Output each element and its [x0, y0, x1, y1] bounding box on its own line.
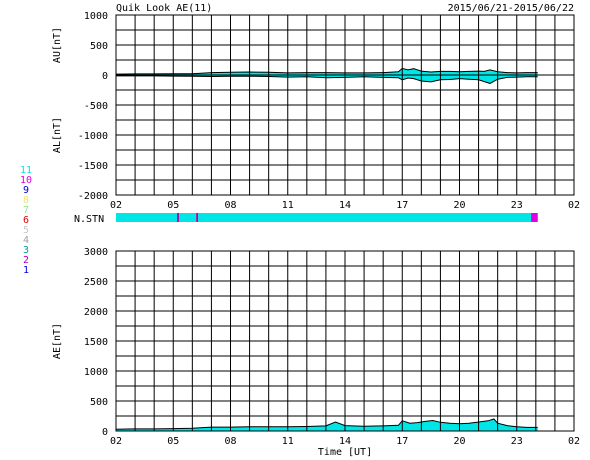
ae-fill-group — [115, 418, 538, 431]
x-tick-label: 02 — [110, 436, 122, 447]
chart-title: Quik Look AE(11) — [116, 3, 212, 14]
legend-entry: 7 — [23, 205, 29, 216]
x-tick-label: 23 — [511, 436, 523, 447]
y-tick-label: 500 — [90, 41, 108, 52]
au-al-plot-frame — [115, 14, 575, 196]
x-tick-label: 14 — [339, 200, 351, 211]
legend-entry: 8 — [23, 195, 29, 206]
x-tick-label: 20 — [453, 200, 465, 211]
ae-axis-label: AE[nT] — [52, 323, 63, 359]
y-tick-label: 1500 — [84, 337, 108, 348]
ae-x-tick-labels: 02 05 08 11 14 17 20 23 02 — [110, 436, 580, 447]
station-bar-label: N.STN — [74, 214, 104, 225]
al-axis-label: AL[nT] — [52, 117, 63, 153]
station-bar-segment — [116, 213, 178, 222]
x-tick-label: 20 — [453, 436, 465, 447]
x-tick-label: 14 — [339, 436, 351, 447]
time-axis-label: Time [UT] — [318, 447, 372, 458]
y-tick-label: 1000 — [84, 11, 108, 22]
au-al-y-tick-labels: 1000 500 0 -500 -1000 -1500 -2000 — [78, 11, 108, 202]
x-tick-label: 17 — [396, 436, 408, 447]
ae-line — [115, 418, 538, 430]
y-tick-label: -500 — [84, 101, 108, 112]
ae-plot-frame — [115, 250, 575, 432]
x-tick-label: 08 — [224, 436, 236, 447]
au-axis-label: AU[nT] — [52, 27, 63, 63]
ae-area — [116, 419, 538, 431]
ae-panel: 3000 2500 2000 1500 1000 500 0 02 05 08 11 14 17 20 2… — [52, 247, 580, 458]
x-tick-label: 11 — [282, 200, 294, 211]
legend-entry: 3 — [23, 245, 29, 256]
date-range: 2015/06/21-2015/06/22 — [448, 3, 574, 14]
au-al-x-tick-labels: 02 05 08 11 14 17 20 23 02 — [110, 200, 580, 211]
x-tick-label: 02 — [110, 200, 122, 211]
station-bar-segment — [196, 213, 199, 222]
legend-entry: 10 — [20, 175, 32, 186]
au-al-panel: 1000 500 0 -500 -1000 -1500 -2000 02 05 08 11 14 17… — [52, 11, 580, 211]
station-bar-segment — [178, 213, 197, 222]
y-tick-label: -1000 — [78, 131, 108, 142]
station-bar-panel: N.STN — [74, 213, 538, 225]
ae-y-tick-labels: 3000 2500 2000 1500 1000 500 0 — [84, 247, 108, 438]
y-tick-label: 0 — [102, 71, 108, 82]
station-bar-segment — [531, 213, 538, 222]
legend-entry: 6 — [23, 215, 29, 226]
legend-entry: 9 — [23, 185, 29, 196]
x-tick-label: 05 — [167, 200, 179, 211]
y-tick-label: 1000 — [84, 367, 108, 378]
legend-entry: 5 — [23, 225, 29, 236]
x-tick-label: 05 — [167, 436, 179, 447]
y-tick-label: 2000 — [84, 307, 108, 318]
x-tick-label: 17 — [396, 200, 408, 211]
y-tick-label: 2500 — [84, 277, 108, 288]
x-tick-label: 02 — [568, 200, 580, 211]
legend-entry: 1 — [23, 265, 29, 276]
y-tick-label: 0 — [102, 427, 108, 438]
legend-entry: 11 — [20, 165, 32, 176]
ae-grid — [116, 251, 574, 431]
y-tick-label: -1500 — [78, 161, 108, 172]
legend-entry: 4 — [23, 235, 29, 246]
station-bar-segment — [198, 213, 532, 222]
x-tick-label: 02 — [568, 436, 580, 447]
y-tick-label: 500 — [90, 397, 108, 408]
au-al-grid — [116, 15, 574, 195]
x-tick-label: 23 — [511, 200, 523, 211]
x-tick-label: 08 — [224, 200, 236, 211]
y-tick-label: -2000 — [78, 191, 108, 202]
y-tick-label: 3000 — [84, 247, 108, 258]
station-bar-segment — [177, 213, 179, 222]
x-tick-label: 11 — [282, 436, 294, 447]
legend-entry: 2 — [23, 255, 29, 266]
station-bar — [116, 213, 538, 222]
